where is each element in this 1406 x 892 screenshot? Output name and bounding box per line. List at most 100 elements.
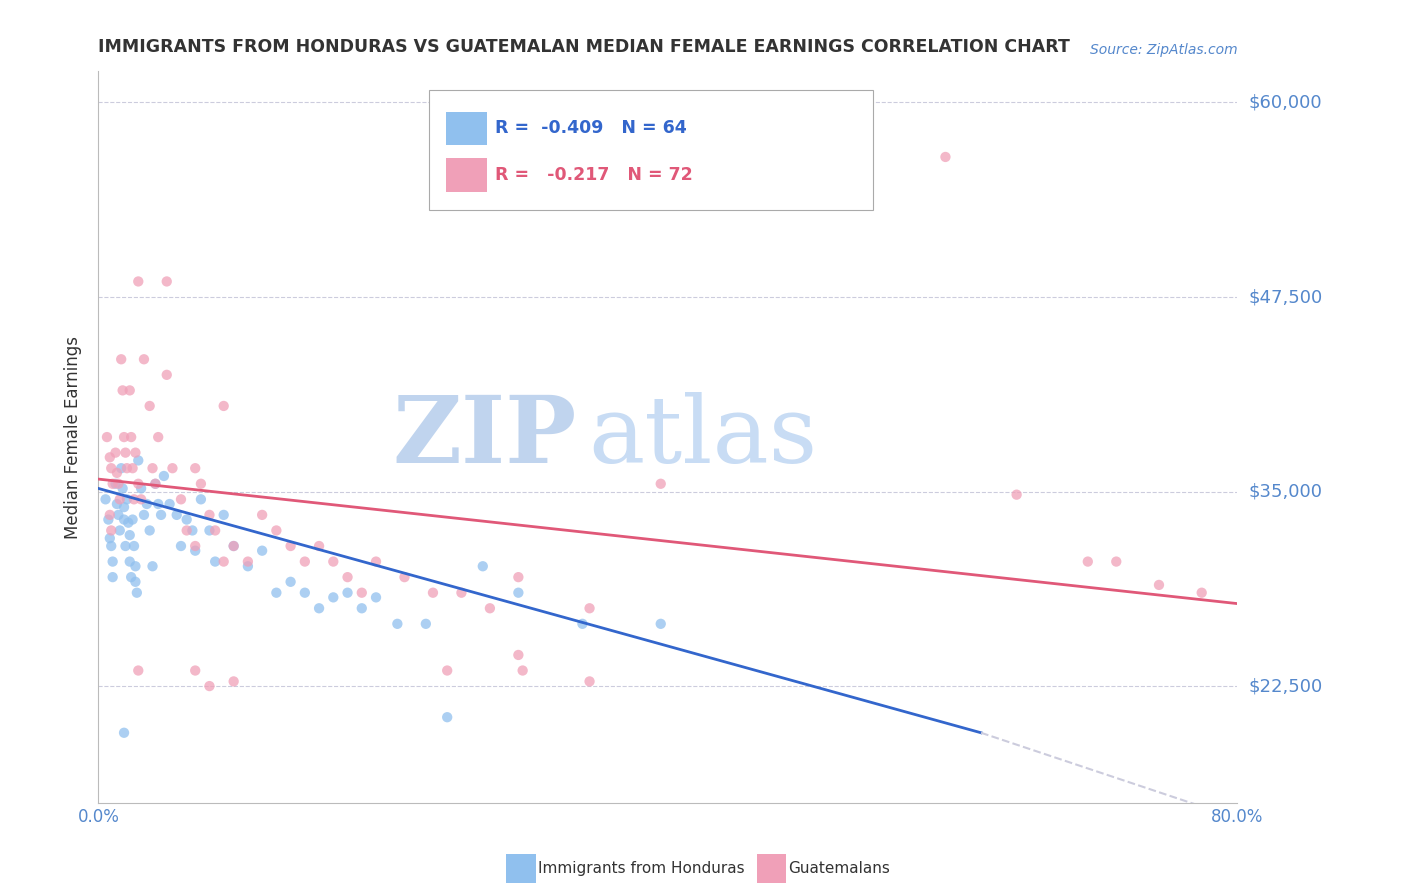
- Point: [308, 601, 330, 615]
- Point: [145, 476, 167, 491]
- Point: [108, 492, 131, 507]
- Point: [294, 585, 316, 599]
- Point: [111, 482, 134, 496]
- Point: [934, 150, 956, 164]
- Point: [422, 585, 444, 599]
- Point: [266, 524, 288, 538]
- Point: [100, 524, 122, 538]
- Point: [222, 539, 245, 553]
- Point: [471, 559, 494, 574]
- Point: [156, 275, 179, 289]
- Point: [120, 570, 142, 584]
- Text: IMMIGRANTS FROM HONDURAS VS GUATEMALAN MEDIAN FEMALE EARNINGS CORRELATION CHART: IMMIGRANTS FROM HONDURAS VS GUATEMALAN M…: [98, 38, 1070, 56]
- Point: [141, 559, 163, 574]
- Text: $60,000: $60,000: [1249, 94, 1322, 112]
- Point: [114, 539, 136, 553]
- Point: [100, 461, 122, 475]
- Point: [1005, 488, 1028, 502]
- Point: [322, 591, 344, 605]
- Point: [322, 555, 344, 569]
- Point: [294, 555, 316, 569]
- Point: [1077, 555, 1099, 569]
- Point: [124, 574, 146, 589]
- FancyBboxPatch shape: [506, 855, 536, 883]
- Point: [1105, 555, 1128, 569]
- Point: [115, 461, 138, 475]
- Point: [436, 710, 458, 724]
- Point: [350, 585, 373, 599]
- Point: [508, 570, 530, 584]
- Point: [364, 591, 387, 605]
- Point: [198, 679, 221, 693]
- Point: [184, 539, 207, 553]
- Point: [508, 585, 530, 599]
- Point: [170, 492, 193, 507]
- Point: [114, 445, 136, 459]
- Point: [153, 469, 176, 483]
- Point: [280, 539, 302, 553]
- Point: [571, 616, 593, 631]
- Point: [650, 616, 672, 631]
- Text: atlas: atlas: [588, 392, 817, 482]
- Point: [124, 559, 146, 574]
- Point: [97, 512, 120, 526]
- Point: [107, 508, 129, 522]
- Point: [150, 508, 173, 522]
- Point: [198, 508, 221, 522]
- Point: [336, 585, 359, 599]
- Point: [184, 543, 207, 558]
- Point: [478, 601, 501, 615]
- Point: [98, 531, 121, 545]
- FancyBboxPatch shape: [446, 159, 486, 192]
- Text: Immigrants from Honduras: Immigrants from Honduras: [538, 861, 745, 876]
- Point: [266, 585, 288, 599]
- Point: [387, 616, 409, 631]
- Point: [415, 616, 437, 631]
- Point: [122, 539, 145, 553]
- Point: [110, 461, 132, 475]
- Point: [115, 492, 138, 507]
- Point: [122, 492, 145, 507]
- Point: [118, 528, 141, 542]
- Point: [1147, 578, 1170, 592]
- Point: [127, 664, 149, 678]
- Point: [350, 601, 373, 615]
- Text: Source: ZipAtlas.com: Source: ZipAtlas.com: [1090, 43, 1237, 57]
- Point: [120, 430, 142, 444]
- Point: [250, 543, 273, 558]
- Point: [110, 352, 132, 367]
- Point: [148, 430, 170, 444]
- Point: [190, 476, 212, 491]
- FancyBboxPatch shape: [429, 90, 873, 211]
- Point: [650, 476, 672, 491]
- Point: [118, 384, 141, 398]
- Point: [105, 497, 128, 511]
- Point: [508, 648, 530, 662]
- Point: [578, 601, 600, 615]
- Point: [181, 524, 204, 538]
- Point: [100, 539, 122, 553]
- Text: R =   -0.217   N = 72: R = -0.217 N = 72: [495, 166, 693, 185]
- Point: [141, 461, 163, 475]
- Point: [112, 430, 135, 444]
- Point: [1191, 585, 1213, 599]
- Point: [148, 497, 170, 511]
- Point: [162, 461, 184, 475]
- Point: [101, 570, 124, 584]
- Point: [121, 512, 143, 526]
- Point: [204, 524, 226, 538]
- Point: [156, 368, 179, 382]
- Point: [125, 585, 148, 599]
- Point: [98, 450, 121, 465]
- Point: [394, 570, 416, 584]
- Point: [308, 539, 330, 553]
- Point: [135, 497, 157, 511]
- Text: $22,500: $22,500: [1249, 677, 1323, 695]
- Point: [105, 466, 128, 480]
- Point: [184, 461, 207, 475]
- Point: [204, 555, 226, 569]
- Point: [578, 674, 600, 689]
- Point: [112, 512, 135, 526]
- Point: [222, 674, 245, 689]
- Point: [118, 555, 141, 569]
